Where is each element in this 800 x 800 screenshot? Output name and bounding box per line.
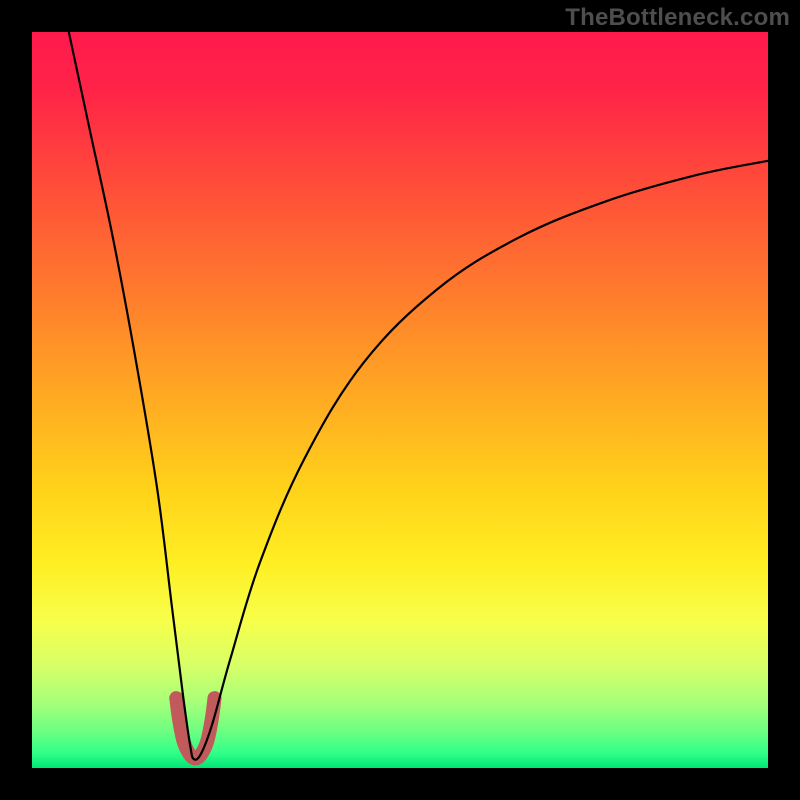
plot-svg	[0, 0, 800, 800]
watermark-text: TheBottleneck.com	[565, 4, 790, 32]
chart-stage: TheBottleneck.com	[0, 0, 800, 800]
